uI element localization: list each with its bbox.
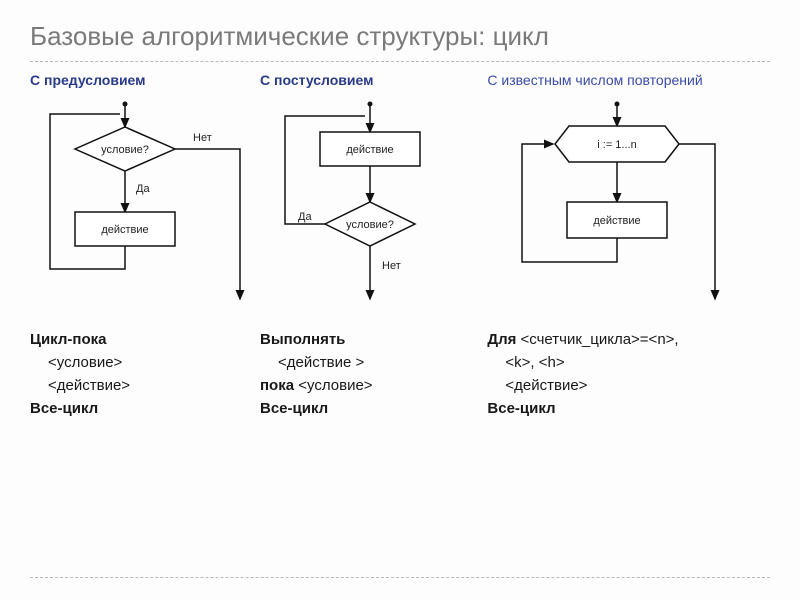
count-l1b: <счетчик_цикла>=<n>, [516,331,678,348]
heading-count: С известным числом повторений [487,72,770,88]
post-l1: Выполнять [260,331,345,348]
post-l3a: пока [260,377,294,394]
col-precondition: С предусловием условие? Да дей [30,72,250,421]
count-l1a: Для [487,331,516,348]
top-divider [30,61,770,62]
edge-yes: Да [136,183,150,195]
act-label: действие [346,144,393,156]
count-l3: <действие> [487,374,770,397]
pre-l3: <действие> [30,374,250,397]
diagram-post: действие условие? Да Нет [260,94,477,314]
diagram-count: i := 1...n действие [487,94,770,314]
hex-label: i := 1...n [598,139,637,151]
edge-no: Нет [382,260,401,272]
heading-post: С постусловием [260,72,477,88]
page-title: Базовые алгоритмические структуры: цикл [30,20,770,53]
pseudocode-count: Для <счетчик_цикла>=<n>, <k>, <h> <дейст… [487,328,770,421]
act-label: действие [594,215,641,227]
bottom-divider [30,577,770,578]
col-postcondition: С постусловием действие условие? Да [260,72,477,421]
count-l4: Все-цикл [487,400,555,417]
pseudocode-pre: Цикл-пока <условие> <действие> Все-цикл [30,328,250,421]
diagram-pre: условие? Да действие Нет [30,94,250,314]
cond-label: условие? [346,219,394,231]
edge-no: Нет [193,132,212,144]
pre-l4: Все-цикл [30,400,98,417]
pseudocode-post: Выполнять <действие > пока <условие> Все… [260,328,477,421]
post-l4: Все-цикл [260,400,328,417]
post-l2: <действие > [260,351,477,374]
col-counted: С известным числом повторений i := 1...n… [487,72,770,421]
edge-yes: Да [298,211,312,223]
heading-pre: С предусловием [30,72,250,88]
post-l3b: <условие> [294,377,372,394]
cond-label: условие? [101,144,149,156]
count-l2: <k>, <h> [487,351,770,374]
pre-l2: <условие> [30,351,250,374]
act-label: действие [101,224,148,236]
pre-l1: Цикл-пока [30,331,106,348]
columns-wrap: С предусловием условие? Да дей [30,72,770,421]
